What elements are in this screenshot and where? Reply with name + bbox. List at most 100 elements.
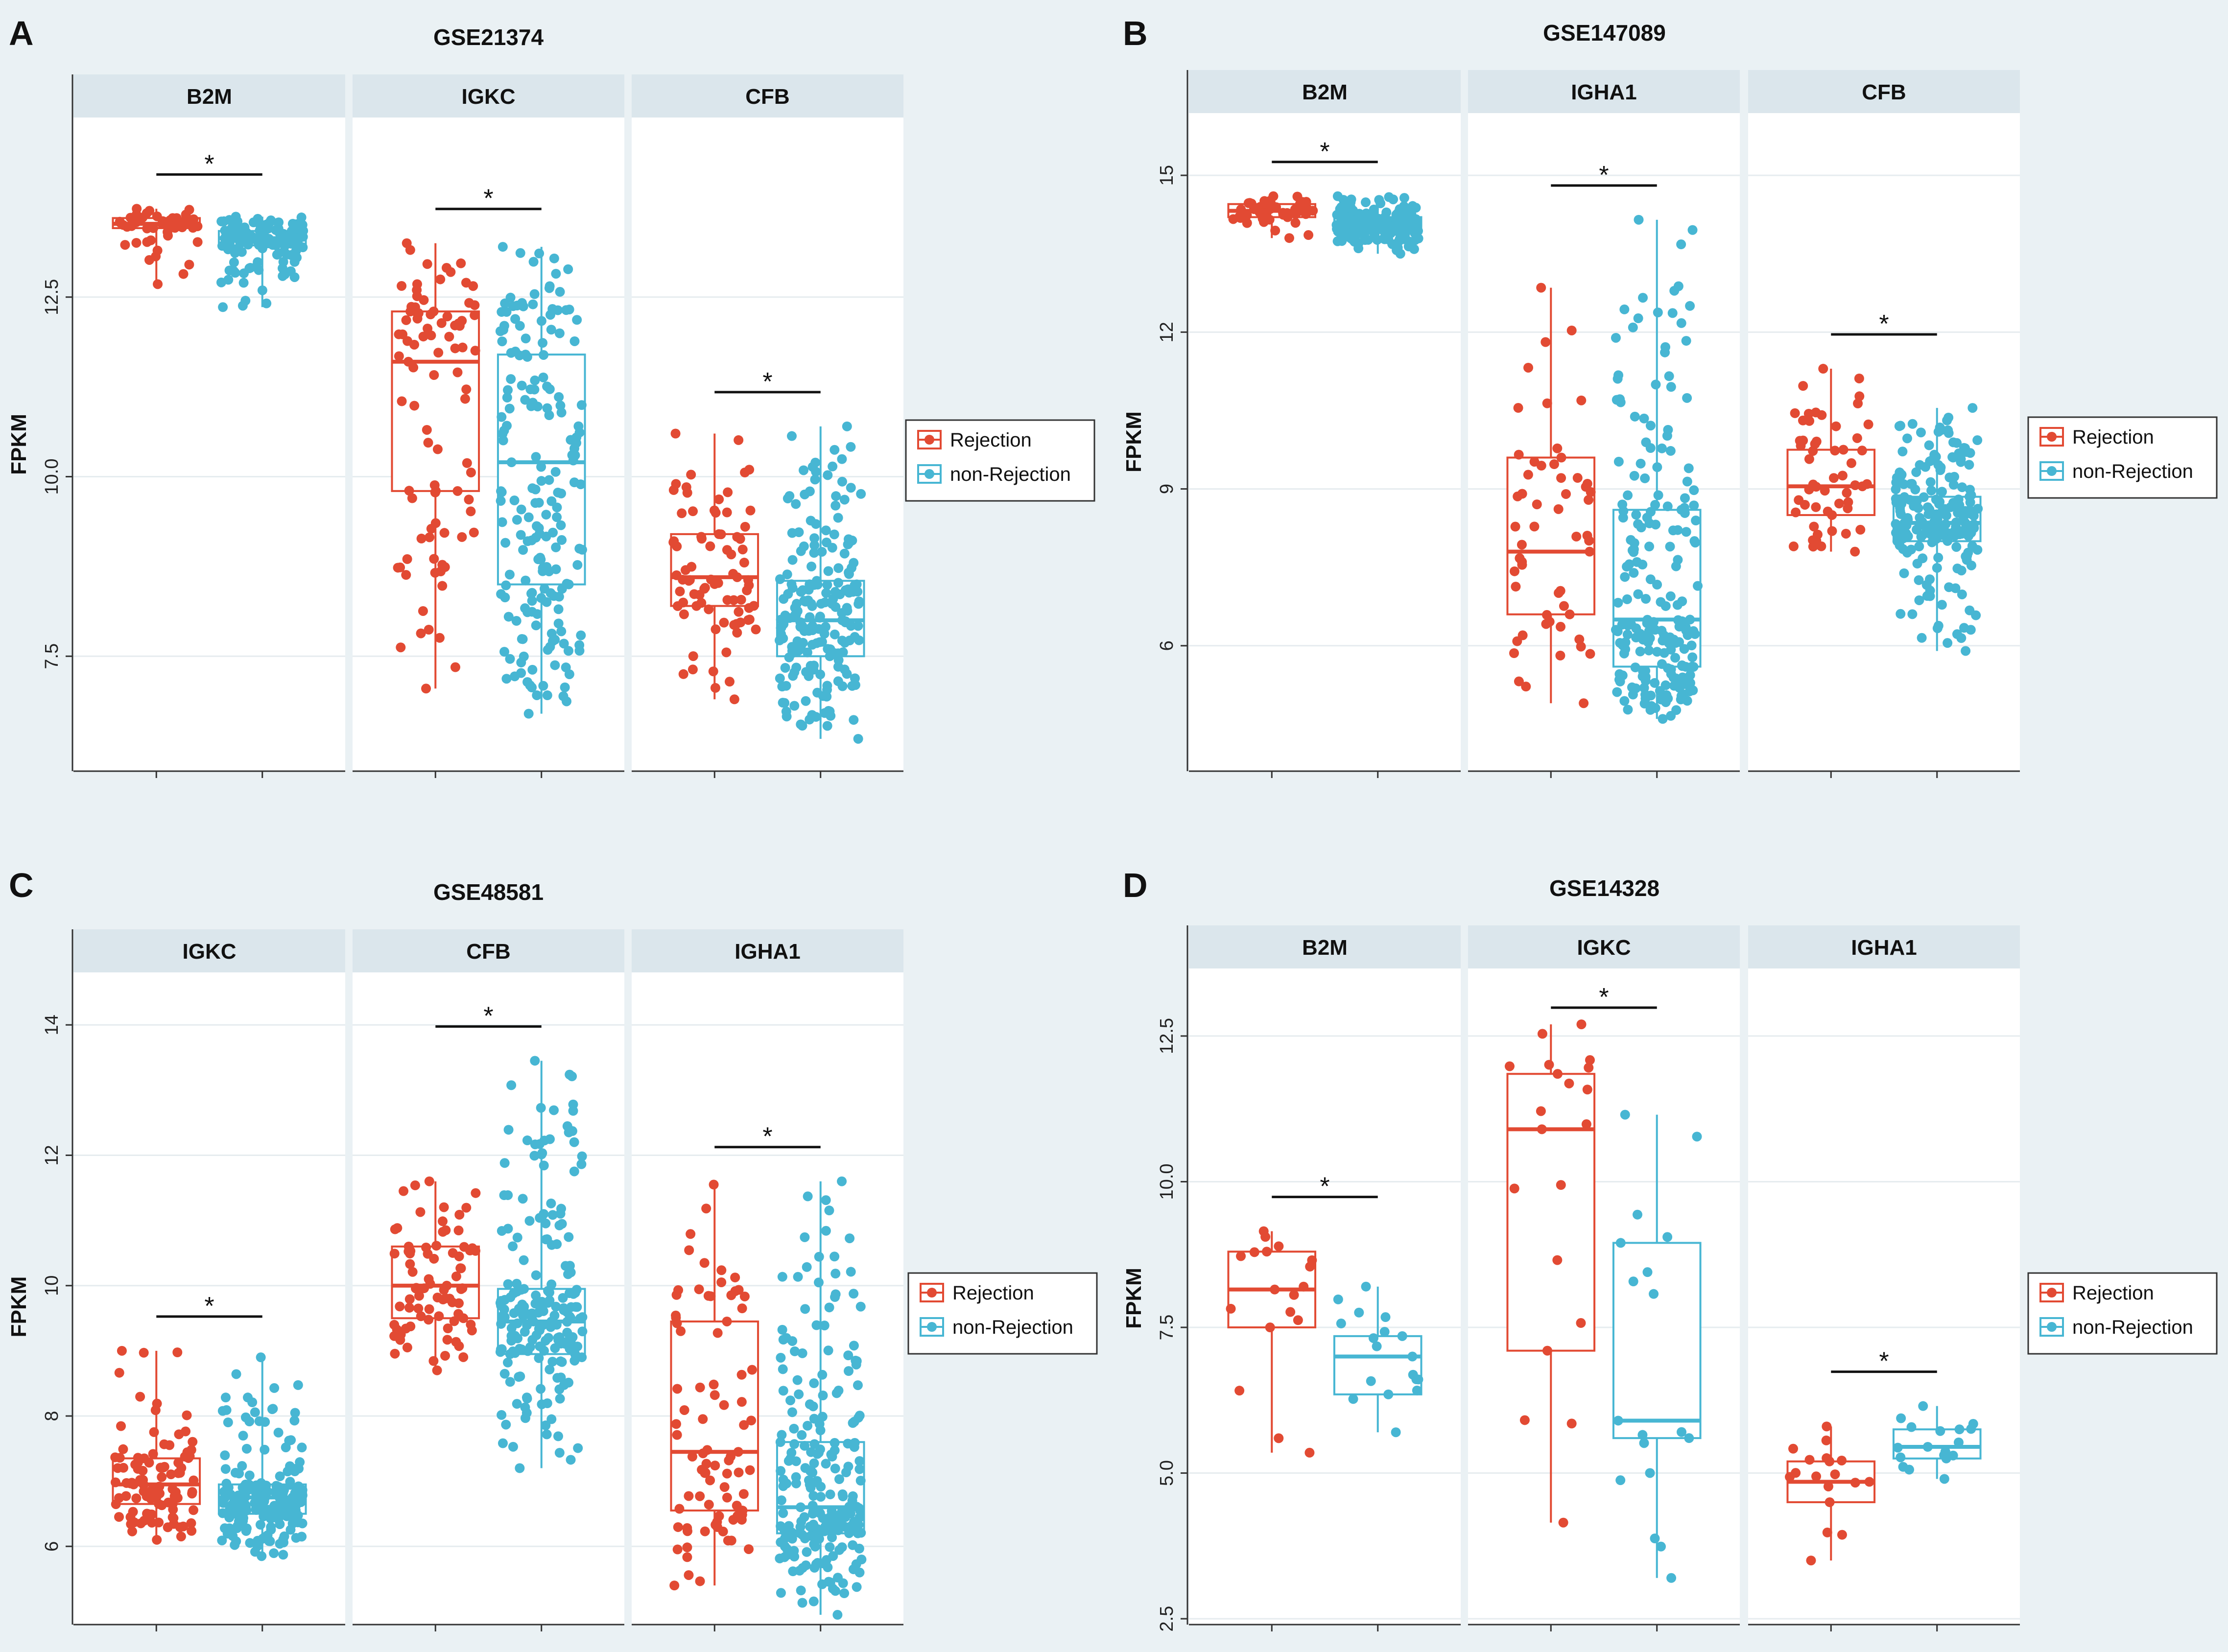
data-point (1907, 419, 1918, 429)
data-point (453, 1309, 464, 1319)
data-point (799, 465, 809, 475)
data-point (811, 1559, 821, 1569)
data-point (1684, 1433, 1694, 1443)
data-point (671, 1313, 681, 1323)
data-point (817, 637, 827, 647)
facet-strip (632, 74, 903, 118)
data-point (1380, 1312, 1391, 1322)
significance-marker: * (483, 1002, 493, 1030)
data-point (1645, 574, 1656, 585)
data-point (1391, 1427, 1401, 1438)
data-point (744, 465, 755, 475)
data-point (542, 1398, 552, 1409)
data-point (751, 624, 761, 635)
rejection-group (1786, 364, 1876, 778)
data-point (546, 1198, 556, 1208)
data-point (851, 1559, 861, 1569)
data-point (1912, 524, 1922, 535)
data-point (1822, 1453, 1832, 1463)
data-point (260, 1532, 270, 1542)
data-point (1795, 436, 1805, 446)
data-point (1958, 526, 1968, 537)
data-point (827, 1451, 837, 1462)
data-point (705, 1475, 715, 1486)
data-point (777, 1272, 787, 1282)
data-point (1399, 193, 1409, 203)
data-point (273, 1427, 284, 1438)
rejection-group (110, 1345, 201, 1631)
data-point (1808, 446, 1818, 456)
data-point (1830, 1469, 1840, 1480)
data-point (537, 1149, 547, 1159)
data-point (433, 348, 444, 358)
rejection-group (391, 238, 480, 778)
data-point (220, 1392, 231, 1403)
data-point (1842, 488, 1852, 498)
data-point (564, 1232, 574, 1242)
data-point (716, 1277, 727, 1287)
data-point (726, 1451, 736, 1462)
data-point (1541, 337, 1551, 347)
data-point (1361, 197, 1371, 208)
data-point (418, 331, 428, 342)
data-point (1532, 499, 1542, 510)
facet-strip-label: IGHA1 (1571, 80, 1636, 104)
data-point (189, 1505, 199, 1515)
data-point (719, 1482, 730, 1492)
data-point (1529, 457, 1540, 467)
data-point (792, 1375, 803, 1385)
data-point (434, 633, 445, 643)
data-point (1918, 1401, 1928, 1411)
data-point (256, 1352, 266, 1363)
data-point (452, 486, 463, 496)
data-point (503, 385, 513, 395)
data-point (739, 558, 749, 568)
y-axis-title: FPKM (7, 414, 31, 475)
data-point (1293, 1315, 1303, 1325)
data-point (819, 1321, 830, 1331)
data-point (1620, 572, 1630, 582)
data-point (1564, 1078, 1574, 1088)
data-point (1961, 646, 1971, 656)
data-point (776, 629, 786, 639)
data-point (1509, 1183, 1519, 1194)
data-point (554, 392, 564, 402)
data-point (528, 257, 539, 267)
data-point (512, 301, 522, 311)
data-point (230, 248, 240, 258)
legend-swatch-point (924, 469, 934, 479)
data-point (1825, 1497, 1835, 1508)
data-point (293, 1380, 303, 1390)
data-point (808, 1596, 819, 1606)
facet-igha1: IGHA1 * (632, 929, 903, 1631)
data-point (789, 1423, 799, 1434)
data-point (1509, 648, 1519, 658)
panel-letter: C (9, 866, 34, 904)
data-point (501, 1419, 511, 1430)
data-point (1827, 526, 1837, 536)
data-point (1638, 293, 1648, 303)
data-point (1579, 698, 1589, 708)
data-point (184, 260, 194, 270)
data-point (671, 1419, 681, 1429)
data-point (1552, 1255, 1563, 1265)
data-point (450, 662, 460, 672)
data-point (703, 1291, 713, 1301)
data-point (1660, 342, 1671, 352)
data-point (739, 1291, 750, 1301)
data-point (116, 1421, 126, 1431)
data-point (270, 1487, 281, 1497)
data-point (539, 584, 549, 594)
data-point (1915, 513, 1925, 523)
data-point (821, 1459, 831, 1469)
data-point (462, 458, 472, 468)
data-point (722, 1492, 732, 1503)
data-point (1666, 382, 1676, 392)
data-point (572, 1302, 582, 1312)
data-point (217, 1535, 227, 1546)
data-point (1631, 510, 1641, 520)
data-point (528, 398, 538, 408)
data-point (670, 428, 681, 439)
data-point (820, 597, 830, 608)
data-point (278, 1550, 288, 1560)
